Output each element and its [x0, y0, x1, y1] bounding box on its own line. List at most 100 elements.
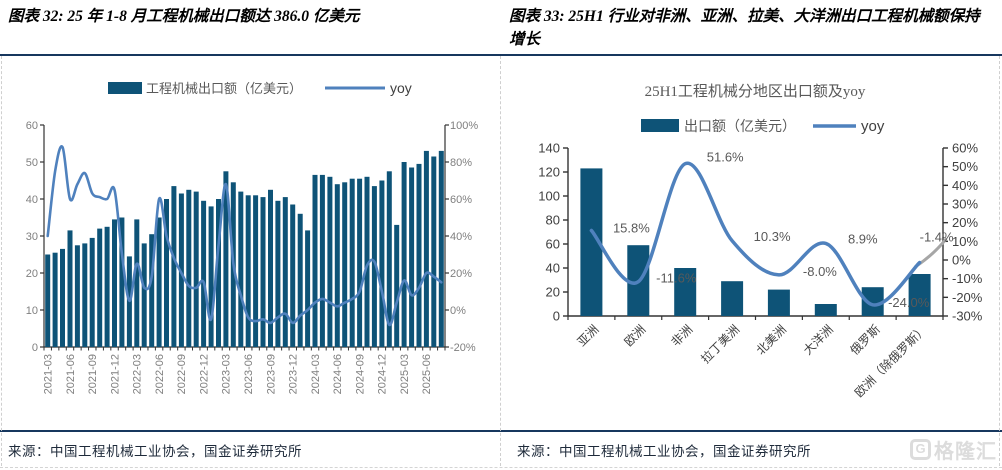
- right-axis-label: 20%: [450, 268, 472, 280]
- x-axis-label: 俄罗斯: [847, 322, 882, 357]
- bar-2022-05: [149, 234, 155, 347]
- x-axis-label: 北美洲: [754, 322, 789, 357]
- left-axis-label: 140: [538, 141, 560, 156]
- left-axis-label: 40: [26, 194, 38, 206]
- chart-legend: 出口额（亿美元） yoy: [641, 118, 885, 135]
- center-divider: [500, 56, 501, 466]
- x-axis-label: 2024-12: [377, 354, 389, 394]
- bar-非洲: [674, 268, 697, 316]
- bar-2022-01: [119, 217, 125, 347]
- right-axis-label: 80%: [450, 157, 472, 169]
- left-axis-label: 0: [553, 309, 560, 324]
- bar-2022-03: [134, 219, 140, 347]
- bar-2025-03: [401, 162, 407, 347]
- left-border: [1, 56, 2, 466]
- x-axis-label: 2022-09: [176, 354, 188, 394]
- x-axis-label: 拉丁美洲: [698, 322, 743, 367]
- x-axis-label: 2023-12: [288, 354, 300, 394]
- bar-2023-10: [275, 200, 281, 347]
- bar-2022-12: [201, 200, 207, 347]
- bar-2021-08: [82, 243, 88, 347]
- bar-2025-04: [409, 167, 415, 347]
- bar-2021-11: [104, 226, 110, 347]
- figure-33-source: 来源：中国工程机械工业协会，国金证券研究所: [517, 444, 811, 459]
- x-axis-label: 非洲: [668, 322, 695, 349]
- bar-2021-06: [67, 230, 73, 347]
- figure-32-panel: 图表 32: 25 年 1-8 月工程机械出口额达 386.0 亿美元 工程机械…: [8, 8, 478, 459]
- bar-2025-08: [438, 150, 444, 347]
- x-axis-label: 2023-09: [265, 354, 277, 394]
- x-axis-label: 2024-03: [310, 354, 322, 394]
- yoy-data-label: -8.0%: [803, 264, 837, 279]
- legend-line-label: yoy: [861, 118, 885, 135]
- bar-2024-11: [371, 186, 377, 347]
- left-axis-label: 10: [26, 305, 38, 317]
- bar-2023-11: [282, 197, 288, 347]
- bar-2022-06: [156, 217, 162, 347]
- right-axis-label: 40%: [952, 178, 978, 193]
- left-axis-label: 40: [546, 261, 560, 276]
- right-axis-label: 60%: [450, 194, 472, 206]
- x-axis-label: 大洋洲: [800, 322, 836, 358]
- bar-2023-09: [268, 189, 273, 348]
- x-axis-label: 欧洲: [622, 322, 649, 349]
- right-axis-label: 40%: [450, 231, 472, 243]
- legend-line-label: yoy: [390, 80, 412, 96]
- x-axis-label: 2025-06: [421, 354, 433, 394]
- figure-32-title: 图表 32: 25 年 1-8 月工程机械出口额达 386.0 亿美元: [8, 8, 360, 25]
- chart-legend: 工程机械出口额（亿美元） yoy: [108, 80, 412, 96]
- bar-2023-01: [208, 206, 214, 347]
- bar-2022-08: [171, 186, 177, 347]
- yoy-data-label: 8.9%: [848, 231, 878, 246]
- bar-2024-05: [327, 176, 333, 347]
- yoy-data-label: 15.8%: [613, 221, 650, 236]
- bar-2023-12: [290, 204, 296, 347]
- left-axis-label: 30: [26, 231, 38, 243]
- right-axis-label: -20%: [952, 290, 983, 305]
- bar-2022-04: [141, 243, 147, 347]
- export-amount-bars: [580, 168, 931, 316]
- right-axis-label: 30%: [952, 197, 978, 212]
- yoy-line: [589, 161, 922, 307]
- x-axis-label: 2022-06: [154, 354, 166, 394]
- x-axis-label: 2021-09: [87, 354, 99, 394]
- x-axis-label: 亚洲: [575, 322, 602, 349]
- yoy-line: [46, 145, 443, 327]
- figure-33-panel: 图表 33: 25H1 行业对非洲、亚洲、拉美、大洋洲出口工程机械额保持增长 2…: [501, 0, 1002, 470]
- right-axis-label: 20%: [952, 215, 978, 230]
- left-axis-label: 120: [538, 165, 560, 180]
- x-axis-label: 2025-03: [399, 354, 411, 394]
- right-axis-label: 10%: [952, 234, 978, 249]
- bar-北美洲: [767, 289, 790, 316]
- yoy-data-label: 51.6%: [707, 150, 744, 165]
- left-axis-label: 80: [546, 213, 560, 228]
- export-amount-bars: [45, 150, 444, 348]
- x-axis-label: 2021-06: [65, 354, 77, 394]
- right-border: [999, 56, 1000, 466]
- bar-2025-05: [416, 163, 422, 347]
- bar-2024-12: [379, 180, 385, 347]
- left-axis-label: 20: [26, 268, 38, 280]
- x-axis-label: 2022-12: [199, 354, 211, 394]
- left-axis-label: 20: [546, 285, 560, 300]
- x-axis-label: 2023-06: [243, 354, 255, 394]
- right-axis-label: -30%: [952, 309, 983, 324]
- x-axis-label: 2021-03: [43, 354, 55, 394]
- gelonghui-brand-text: 格隆汇: [934, 441, 997, 463]
- right-axis-label: 0%: [450, 305, 466, 317]
- bar-2022-11: [193, 191, 199, 347]
- bar-2024-03: [312, 174, 318, 347]
- bottom-border: [0, 467, 1002, 468]
- left-axis-label: 100: [538, 189, 560, 204]
- bar-2021-10: [97, 228, 103, 347]
- bar-2025-06: [423, 150, 429, 347]
- right-axis-label: 60%: [952, 141, 978, 156]
- x-axis-label: 2022-03: [132, 354, 144, 394]
- bar-2023-07: [253, 195, 259, 347]
- bar-2023-06: [245, 195, 251, 347]
- bar-2022-10: [186, 189, 192, 348]
- bar-2021-09: [89, 237, 95, 347]
- legend-bar-swatch: [641, 119, 679, 132]
- bar-2025-02: [394, 224, 400, 347]
- bar-2021-03: [45, 254, 51, 347]
